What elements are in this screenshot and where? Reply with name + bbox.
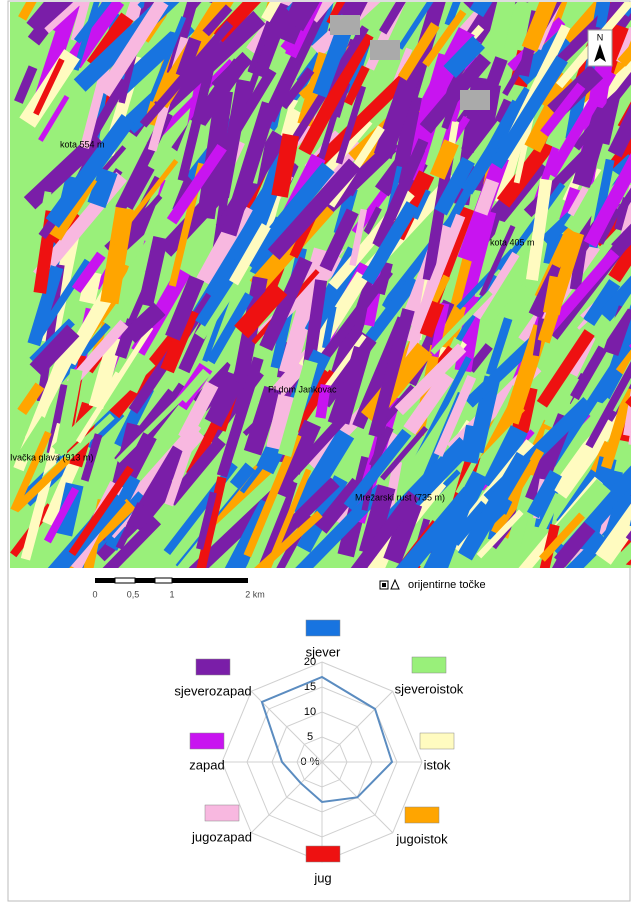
category-label: sjeveroistok: [395, 681, 464, 696]
map-legend: orijentirne točke: [380, 579, 486, 591]
scale-label: 2 km: [245, 589, 265, 599]
scale-bar: [95, 578, 248, 583]
radar-chart: 0 %5101520sjeversjeveroistokistokjugoist…: [174, 620, 463, 885]
scale-label: 1: [169, 589, 174, 599]
category-label: zapad: [189, 757, 224, 772]
scale-label: 0: [92, 589, 97, 599]
map-texture: [330, 15, 360, 35]
place-label: Ivačka glava (913 m): [10, 452, 94, 462]
place-label: kota 554 m: [60, 139, 105, 149]
category-label: sjeverozapad: [174, 683, 251, 698]
category-label: istok: [424, 757, 451, 772]
figure: N kota 554 m kota 405 m Pl.dom Jankovac Iva…: [0, 0, 631, 902]
aspect-map: [10, 0, 631, 604]
category-label: jugozapad: [191, 829, 252, 844]
category-label: sjever: [306, 644, 341, 659]
category-label: jug: [313, 870, 331, 885]
place-label: Pl.dom Jankovac: [268, 384, 337, 394]
north-arrow: N: [588, 30, 612, 66]
map-texture: [611, 568, 631, 604]
place-label: kota 405 m: [490, 237, 535, 247]
legend-swatch: [412, 657, 446, 673]
place-label: Mrežarski rust (735 m): [355, 492, 445, 502]
scale-labels: 0 0,5 1 2 km: [92, 589, 264, 599]
page: N kota 554 m kota 405 m Pl.dom Jankovac Iva…: [0, 0, 631, 902]
legend-swatch: [405, 807, 439, 823]
legend-swatch: [205, 805, 239, 821]
radial-tick-label: 5: [307, 731, 313, 743]
svg-text:N: N: [597, 32, 604, 42]
legend-swatch: [196, 659, 230, 675]
category-label: jugoistok: [395, 831, 448, 846]
legend-label: orijentirne točke: [408, 579, 486, 591]
legend-swatch: [306, 620, 340, 636]
scale-label: 0,5: [127, 589, 140, 599]
legend-swatch: [306, 846, 340, 862]
map-texture: [370, 40, 400, 60]
legend-swatch: [420, 733, 454, 749]
radial-tick-label: 10: [304, 706, 316, 718]
legend-swatch: [190, 733, 224, 749]
map-texture: [460, 90, 490, 110]
